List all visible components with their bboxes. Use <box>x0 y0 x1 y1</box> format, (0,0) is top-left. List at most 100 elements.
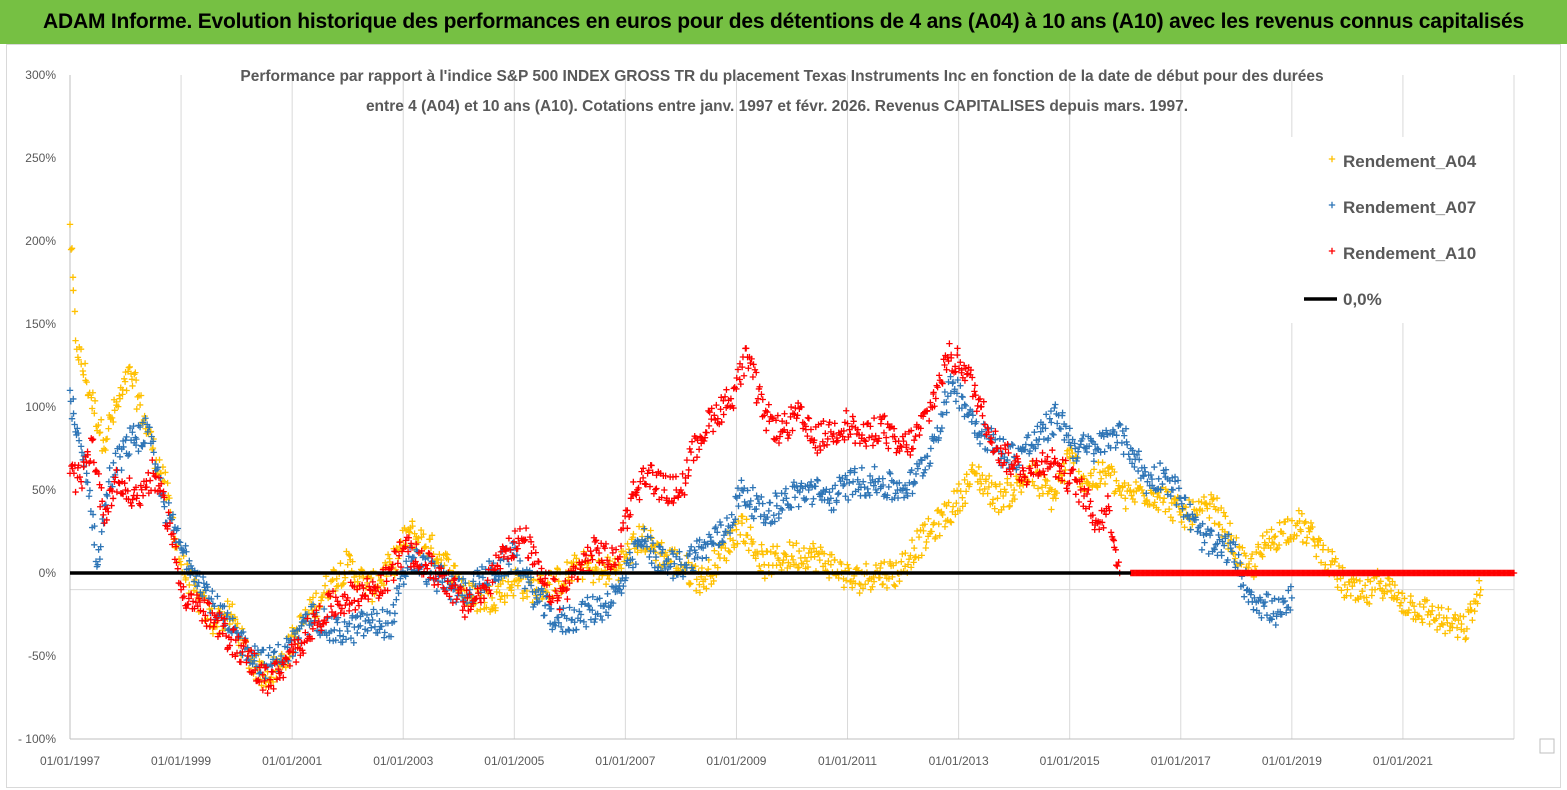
data-point <box>1235 551 1242 558</box>
data-point <box>671 546 678 553</box>
data-point <box>618 565 625 572</box>
data-point <box>968 374 976 381</box>
data-point <box>823 486 830 493</box>
data-point <box>796 488 803 496</box>
data-point <box>808 549 815 556</box>
data-point <box>209 587 216 595</box>
data-point <box>373 610 381 617</box>
data-point <box>705 407 712 415</box>
data-point <box>493 588 500 596</box>
data-point <box>405 534 412 541</box>
data-point <box>1458 620 1465 628</box>
data-point <box>66 387 74 394</box>
data-point <box>350 639 357 646</box>
data-point <box>1100 433 1108 440</box>
data-point <box>124 487 131 495</box>
data-point <box>898 558 905 565</box>
data-point <box>984 490 991 497</box>
data-point <box>1007 471 1015 478</box>
data-point <box>1401 595 1408 602</box>
data-point <box>581 600 589 607</box>
data-point <box>1131 498 1139 506</box>
data-point <box>989 496 997 503</box>
chart-corner-handle[interactable] <box>1539 738 1555 754</box>
data-point <box>637 478 644 485</box>
data-point <box>508 587 515 594</box>
data-point <box>759 413 766 420</box>
data-point <box>653 472 660 479</box>
data-point <box>725 397 732 404</box>
data-point <box>1162 508 1169 515</box>
data-point <box>148 433 155 440</box>
data-point <box>1039 421 1047 428</box>
data-point <box>1099 459 1106 466</box>
data-point <box>979 412 986 419</box>
data-point <box>714 529 721 536</box>
data-point <box>861 581 869 588</box>
data-point <box>1124 441 1131 448</box>
data-point <box>422 562 430 569</box>
data-point <box>387 633 395 640</box>
data-point <box>891 433 898 440</box>
data-point <box>782 551 789 558</box>
chart-title-line2: entre 4 (A04) et 10 ans (A10). Cotations… <box>366 98 1188 115</box>
data-point <box>698 544 705 551</box>
data-point <box>1122 425 1130 432</box>
data-point <box>943 366 950 373</box>
data-point <box>480 595 488 602</box>
data-point <box>820 442 828 449</box>
data-point <box>250 657 258 664</box>
data-point <box>256 670 263 677</box>
data-point <box>804 414 812 421</box>
data-point <box>557 623 565 631</box>
data-point <box>738 477 745 484</box>
data-point <box>1178 518 1185 526</box>
data-point <box>950 488 958 495</box>
data-point <box>595 549 603 557</box>
data-point <box>103 435 111 443</box>
data-point <box>496 589 503 596</box>
data-point <box>98 528 105 535</box>
data-point <box>730 404 737 412</box>
data-point <box>1363 594 1370 601</box>
data-point <box>415 534 422 542</box>
data-point <box>980 398 987 405</box>
data-point <box>799 560 807 568</box>
data-point <box>195 595 203 602</box>
data-point <box>164 479 171 487</box>
data-point <box>756 383 763 390</box>
data-point <box>723 514 731 522</box>
data-point <box>804 432 811 440</box>
data-point <box>1468 606 1475 614</box>
data-point <box>710 577 717 585</box>
data-point <box>783 419 790 427</box>
data-point <box>1059 409 1066 416</box>
data-point <box>881 412 888 420</box>
data-point <box>379 606 386 613</box>
data-point <box>1275 596 1282 603</box>
data-point <box>900 494 908 501</box>
data-point <box>1278 611 1286 618</box>
data-point <box>870 482 877 489</box>
data-point <box>186 581 193 589</box>
data-point <box>497 557 504 564</box>
data-point <box>846 426 853 433</box>
data-point <box>842 577 850 584</box>
data-point <box>650 547 657 555</box>
data-point <box>1224 556 1231 564</box>
data-point <box>1338 587 1345 594</box>
data-point <box>638 468 645 475</box>
data-point <box>1049 430 1056 438</box>
data-point <box>632 560 640 568</box>
data-point <box>1462 634 1470 642</box>
data-point <box>914 465 922 472</box>
data-point <box>917 425 924 432</box>
data-point <box>1307 519 1315 527</box>
data-point <box>708 415 715 423</box>
data-point <box>1057 425 1065 433</box>
data-point <box>298 640 305 647</box>
data-point <box>1131 463 1138 471</box>
data-point <box>642 537 650 545</box>
data-point <box>1066 479 1073 487</box>
data-point <box>781 410 788 417</box>
